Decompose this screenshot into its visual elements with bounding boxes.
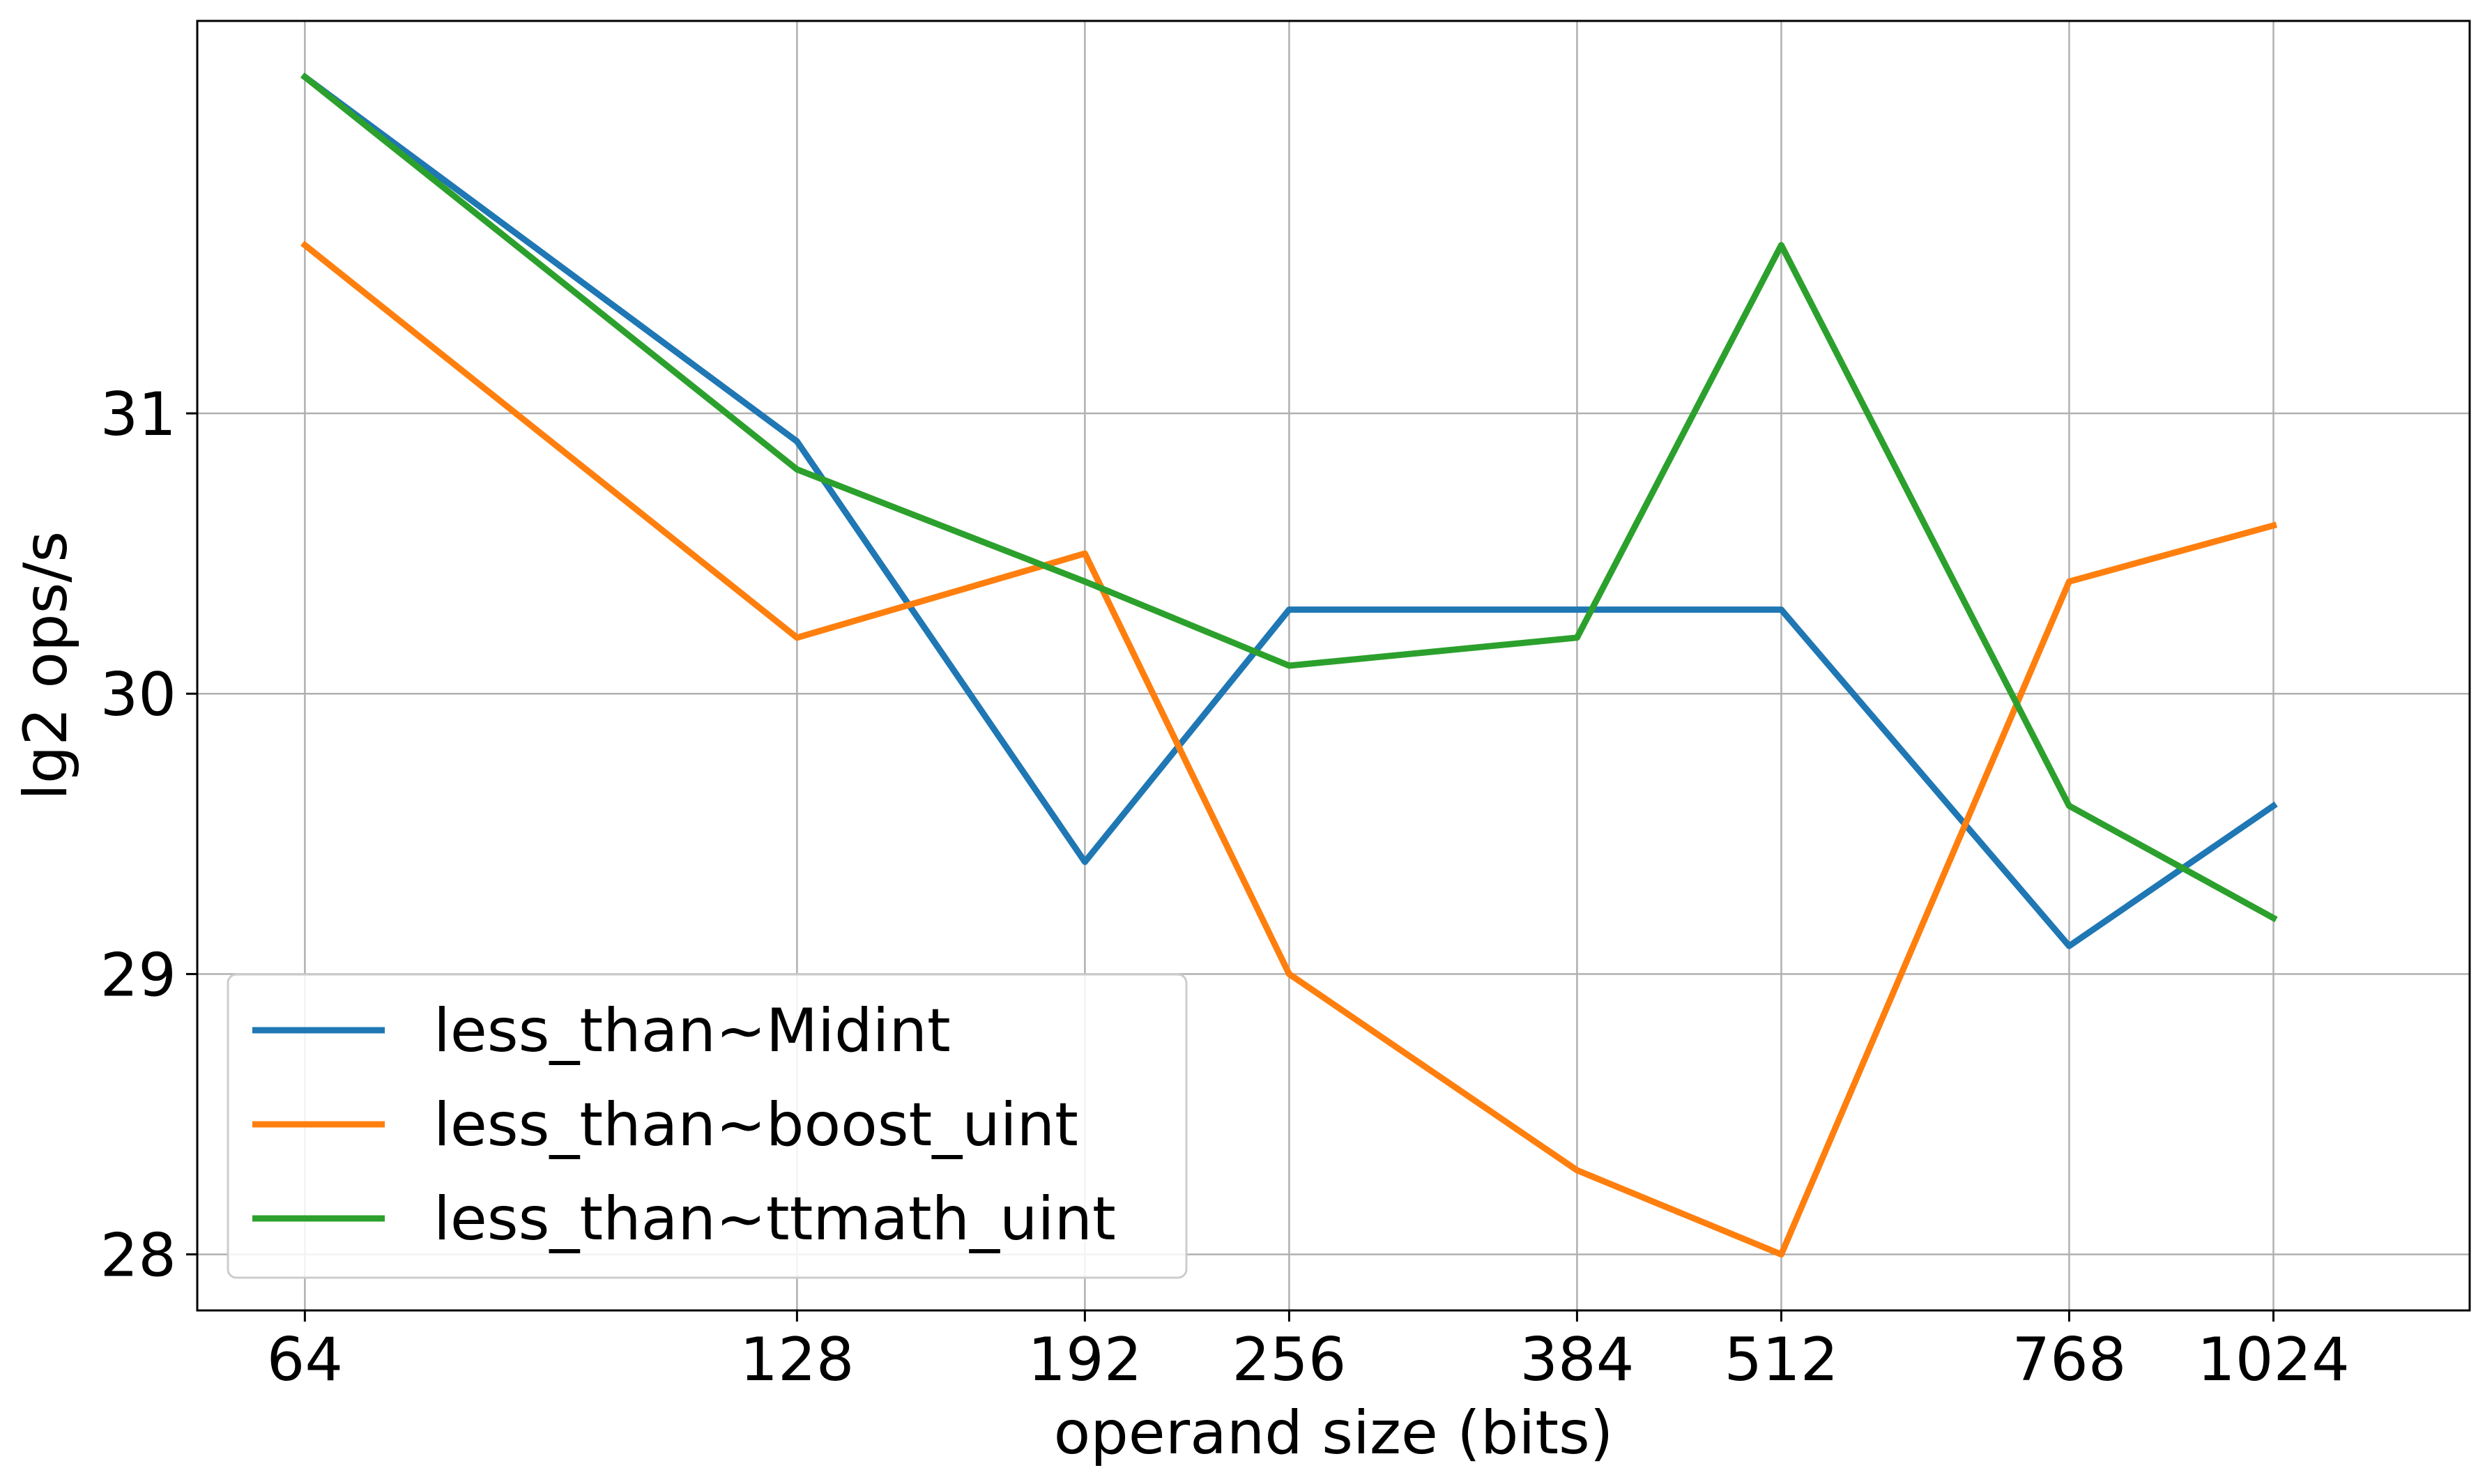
x-tick-label: 256 <box>1232 1325 1346 1395</box>
x-tick-label: 1024 <box>2197 1325 2350 1395</box>
x-axis-ticks: 64 128 192 256 384 512 768 1024 <box>267 1310 2350 1395</box>
plot-frame <box>196 20 2471 1312</box>
series-line-2 <box>300 72 2278 923</box>
y-tick-label: 29 <box>100 940 176 1010</box>
legend-label: less_than~ttmath_uint <box>434 1184 1116 1254</box>
x-tick-label: 512 <box>1724 1325 1838 1395</box>
x-tick-label: 768 <box>2012 1325 2126 1395</box>
x-tick-label: 384 <box>1520 1325 1634 1395</box>
y-axis-label: lg2 ops/s <box>11 531 81 800</box>
y-axis-ticks: 28 29 30 31 <box>100 380 197 1291</box>
x-tick-label: 192 <box>1027 1325 1142 1395</box>
legend: less_than~Midint less_than~boost_uintless… <box>227 973 1188 1279</box>
grid-lines <box>197 21 2470 1310</box>
legend-box <box>227 973 1188 1279</box>
legend-label: less_than~boost_uint <box>434 1090 1078 1160</box>
series-line-1 <box>300 240 2278 1258</box>
y-tick-label: 30 <box>100 660 176 730</box>
x-tick-label: 64 <box>267 1325 343 1395</box>
x-tick-label: 128 <box>740 1325 854 1395</box>
series-line-0 <box>300 72 2278 949</box>
x-axis-label: operand size (bits) <box>1054 1398 1614 1468</box>
y-tick-label: 31 <box>100 380 176 450</box>
y-tick-label: 28 <box>100 1221 176 1291</box>
legend-label: less_than~Midint <box>434 996 951 1066</box>
series-lines <box>300 72 2278 1258</box>
